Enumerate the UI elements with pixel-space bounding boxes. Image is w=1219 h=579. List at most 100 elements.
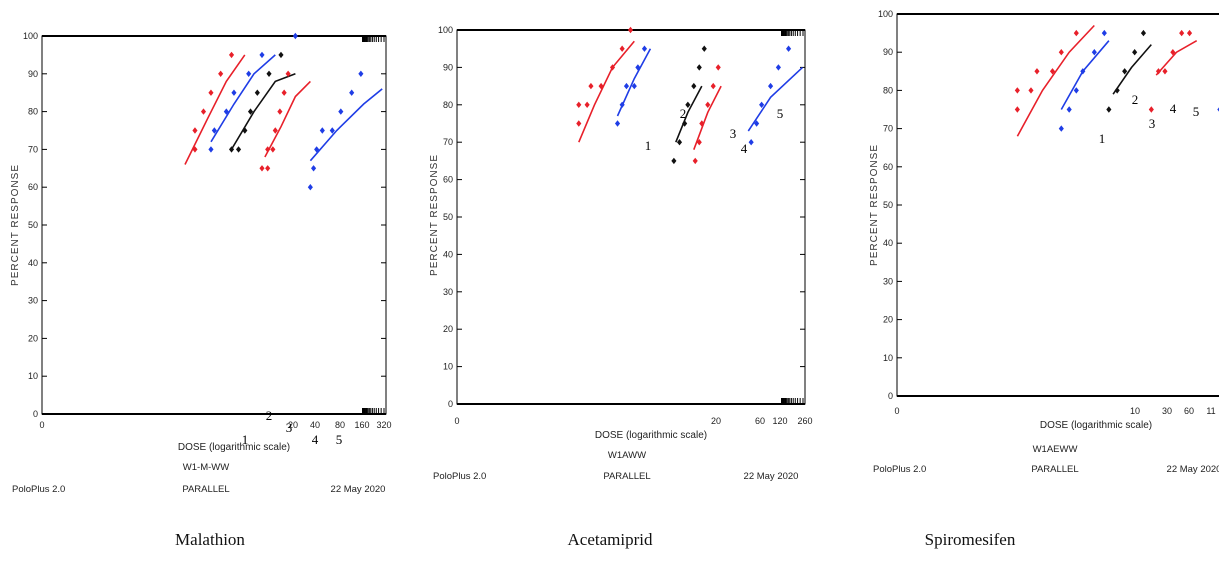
y-tick-label: 60 bbox=[28, 182, 38, 192]
x-tick-label: 0 bbox=[454, 416, 459, 426]
data-point-series-1 bbox=[609, 64, 616, 71]
series-label-2: 2 bbox=[680, 106, 687, 121]
x-tick-label: 0 bbox=[894, 406, 899, 416]
data-point-series-4 bbox=[692, 157, 698, 165]
data-point-series-2 bbox=[1058, 125, 1064, 132]
data-point-series-2 bbox=[631, 82, 637, 90]
y-tick-label: 50 bbox=[883, 200, 893, 210]
data-point-series-4 bbox=[715, 64, 721, 71]
y-tick-label: 60 bbox=[883, 162, 893, 172]
series-label-1: 1 bbox=[242, 432, 249, 447]
data-point-series-5 bbox=[768, 82, 774, 90]
data-point-series-3 bbox=[1140, 29, 1147, 37]
data-point-series-3 bbox=[235, 146, 242, 153]
data-point-series-1 bbox=[228, 51, 235, 59]
x-tick-label: 260 bbox=[797, 416, 812, 426]
chart-subtitle: W1-M-WW bbox=[183, 462, 229, 473]
footer-software: PoloPlus 2.0 bbox=[12, 484, 65, 495]
data-point-series-4 bbox=[265, 165, 271, 172]
chart-panel-acetamiprid: 0 10 20 30 40 50 60 70 80 90 100 0 20 60 120 260 DOSE (l… bbox=[415, 0, 815, 500]
fit-line-series-3 bbox=[1112, 44, 1152, 95]
y-tick-label: 100 bbox=[23, 31, 38, 41]
series-label-2: 2 bbox=[266, 408, 273, 423]
footer-software: PoloPlus 2.0 bbox=[873, 464, 926, 475]
series-label-3: 3 bbox=[1149, 116, 1156, 131]
y-tick-label: 0 bbox=[888, 391, 893, 401]
data-point-series-1 bbox=[584, 101, 590, 108]
footer-model: PARALLEL bbox=[182, 484, 229, 495]
data-point-series-2 bbox=[208, 146, 214, 153]
data-point-series-2 bbox=[619, 101, 625, 108]
data-point-series-1 bbox=[1049, 68, 1056, 75]
series-label-3: 3 bbox=[730, 126, 737, 141]
data-point-series-3 bbox=[696, 64, 702, 71]
series-label-1: 1 bbox=[645, 138, 652, 153]
chart-svg-acetamiprid: 0 10 20 30 40 50 60 70 80 90 100 0 20 60 120 260 DOSE (l… bbox=[429, 25, 813, 482]
chart-panel-malathion: 0 10 20 30 40 50 60 70 80 90 100 0 20 40 80 160 320 DOSE … bbox=[0, 0, 400, 500]
data-point-series-2 bbox=[259, 51, 265, 59]
data-point-series-5 bbox=[311, 165, 317, 172]
data-point-series-4 bbox=[1148, 106, 1154, 113]
data-point-series-4 bbox=[259, 165, 265, 172]
data-point-series-5 bbox=[349, 89, 355, 96]
y-tick-label: 0 bbox=[448, 399, 453, 409]
fit-line-series-4 bbox=[264, 80, 311, 158]
data-point-series-3 bbox=[1114, 87, 1120, 94]
x-tick-label: 40 bbox=[310, 420, 320, 430]
series-label-4: 4 bbox=[1170, 101, 1177, 116]
data-point-series-1 bbox=[1014, 87, 1020, 94]
data-point-series-3 bbox=[676, 139, 683, 146]
data-point-series-2 bbox=[1066, 106, 1072, 113]
data-point-series-1 bbox=[200, 108, 207, 115]
data-point-series-4 bbox=[277, 108, 283, 115]
x-tick-label: 80 bbox=[335, 420, 345, 430]
caption-acetamiprid: Acetamiprid bbox=[567, 530, 653, 549]
y-tick-label: 10 bbox=[443, 362, 453, 372]
y-tick-label: 100 bbox=[438, 25, 453, 35]
x-tick-label: 20 bbox=[288, 420, 298, 430]
y-tick-label: 50 bbox=[28, 220, 38, 230]
fit-line-series-3 bbox=[675, 85, 703, 143]
x-tick-label: 10 bbox=[1130, 406, 1140, 416]
data-point-series-4 bbox=[705, 101, 711, 108]
data-point-series-5 bbox=[329, 127, 335, 134]
data-point-series-1 bbox=[1028, 87, 1034, 94]
footer-date: 22 May 2020 bbox=[744, 471, 799, 482]
series-label-5: 5 bbox=[1193, 104, 1200, 119]
caption-spiromesifen: Spiromesifen bbox=[924, 530, 1016, 549]
fit-line-series-2 bbox=[210, 54, 276, 143]
data-point-series-2 bbox=[623, 82, 630, 90]
y-axis-label: PERCENT RESPONSE bbox=[869, 144, 880, 266]
data-point-series-3 bbox=[682, 120, 688, 127]
y-tick-label: 80 bbox=[443, 100, 453, 110]
fit-line-series-1 bbox=[184, 54, 246, 165]
y-tick-label: 80 bbox=[28, 107, 38, 117]
data-point-series-1 bbox=[576, 101, 582, 108]
chart-panel-spiromesifen: 0 10 20 30 40 50 60 70 80 90 100 0 10 30 60 11 DOSE (log… bbox=[855, 0, 1219, 500]
x-tick-label: 60 bbox=[755, 416, 765, 426]
data-point-series-5 bbox=[748, 139, 754, 146]
data-point-series-1 bbox=[576, 120, 582, 127]
y-tick-label: 20 bbox=[28, 333, 38, 343]
data-point-series-2 bbox=[231, 89, 237, 96]
data-point-series-1 bbox=[208, 89, 214, 96]
y-tick-label: 0 bbox=[33, 409, 38, 419]
y-tick-label: 70 bbox=[443, 137, 453, 147]
data-point-series-3 bbox=[278, 51, 284, 59]
data-point-series-5 bbox=[786, 45, 792, 52]
footer-date: 22 May 2020 bbox=[1167, 464, 1219, 475]
data-point-series-3 bbox=[242, 127, 248, 134]
data-point-series-5 bbox=[759, 101, 765, 108]
x-tick-label: 30 bbox=[1162, 406, 1172, 416]
fit-line-series-5 bbox=[747, 66, 804, 132]
x-tick-label: 160 bbox=[354, 420, 369, 430]
fit-line-series-4 bbox=[693, 85, 722, 150]
data-point-series-2 bbox=[223, 108, 229, 115]
y-tick-label: 70 bbox=[883, 124, 893, 134]
y-tick-label: 30 bbox=[28, 296, 38, 306]
data-point-series-1 bbox=[192, 146, 198, 153]
y-tick-label: 90 bbox=[28, 69, 38, 79]
x-tick-label: 11 bbox=[1206, 406, 1215, 416]
plot-frame bbox=[896, 13, 1219, 397]
data-point-series-2 bbox=[246, 70, 252, 77]
